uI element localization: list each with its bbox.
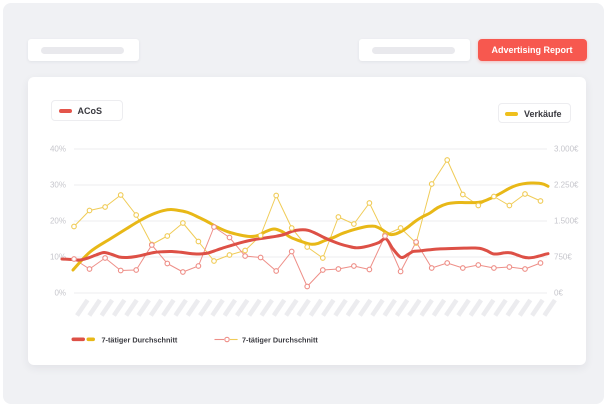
svg-text:3.000€: 3.000€	[554, 145, 579, 154]
svg-text:0€: 0€	[554, 289, 563, 298]
svg-text:7-tätiger Durchschnitt: 7-tätiger Durchschnitt	[102, 336, 178, 345]
svg-text:20%: 20%	[50, 217, 66, 226]
svg-text:0%: 0%	[54, 289, 66, 298]
svg-text:2.250€: 2.250€	[554, 181, 579, 190]
svg-text:30%: 30%	[50, 181, 66, 190]
svg-text:750€: 750€	[554, 253, 572, 262]
svg-text:1.500€: 1.500€	[554, 217, 579, 226]
svg-text:10%: 10%	[50, 253, 66, 262]
svg-text:7-tätiger Durchschnitt: 7-tätiger Durchschnitt	[242, 336, 318, 345]
svg-text:40%: 40%	[50, 145, 66, 154]
